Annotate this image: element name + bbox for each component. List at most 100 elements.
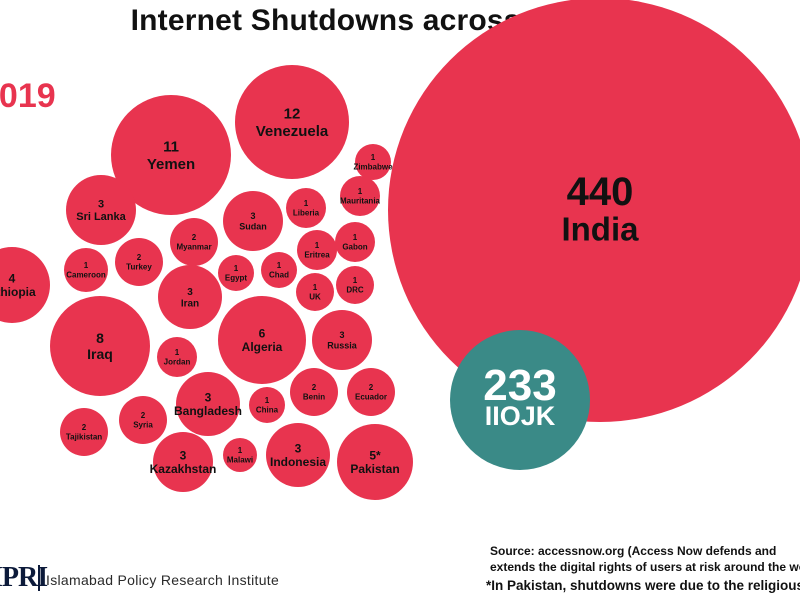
bubble-value-uk: 1 [313,283,318,292]
bubble-circle-ethiopia [0,247,50,323]
bubble-circle-ecuador [347,368,395,416]
bubble-value-indonesia: 3 [295,441,302,455]
bubble-label-myanmar: Myanmar [176,242,211,251]
bubble-circle-drc [336,266,374,304]
bubble-circle-kazakhstan [153,432,213,492]
bubble-circle-mauritania [340,176,380,216]
bubble-label-cameroon: Cameroon [66,270,106,279]
bubble-circle-benin [290,368,338,416]
bubble-label-liberia: Liberia [293,208,320,217]
bubble-label-chad: Chad [269,270,289,279]
bubble-value-myanmar: 2 [192,233,197,242]
bubble-circle-sudan [223,191,283,251]
bubble-label-venezuela: Venezuela [256,123,329,140]
bubble-value-yemen: 11 [163,139,179,156]
ipri-logo: IPRI [0,562,48,593]
bubble-label-pakistan: Pakistan [350,462,399,476]
bubble-value-turkey: 2 [137,253,142,262]
bubble-circle-egypt [218,255,254,291]
bubble-label-algeria: Algeria [242,340,283,354]
bubble-label-iiojk: IIOJK [485,401,556,431]
bubble-value-sri-lanka: 3 [98,199,104,211]
bubble-value-benin: 2 [312,383,317,392]
source-line-1: Source: accessnow.org (Access Now defend… [490,544,777,558]
bubble-label-china: China [256,405,279,414]
bubble-value-ethiopia: 4 [9,271,16,285]
bubble-value-venezuela: 12 [284,106,301,123]
bubble-label-gabon: Gabon [342,242,367,251]
bubble-label-jordan: Jordan [164,357,191,366]
year-label: 2019 [0,77,56,115]
bubble-circle-chad [261,252,297,288]
source-line-2: extends the digital rights of users at r… [490,560,800,574]
bubble-circle-yemen [111,95,231,215]
bubble-circle-sri-lanka [66,175,136,245]
bubble-circle-china [249,387,285,423]
bubble-circle-gabon [335,222,375,262]
bubble-circle-turkey [115,238,163,286]
bubble-circle-iiojk [450,330,590,470]
bubble-circle-algeria [218,296,306,384]
bubble-circle-myanmar [170,218,218,266]
bubble-label-malawi: Malawi [227,455,253,464]
bubble-circle-india [388,0,800,422]
bubble-pakistan: 5*Pakistan [337,424,413,500]
bubble-circle-zimbabwe [355,144,391,180]
bubble-value-china: 1 [265,396,270,405]
bubble-circle-bangladesh [176,372,240,436]
bubble-label-drc: DRC [346,285,364,294]
bubble-value-gabon: 1 [353,233,358,242]
bubble-label-india: India [561,211,639,248]
bubble-circle-indonesia [266,423,330,487]
bubble-ethiopia: 4Ethiopia [0,247,50,323]
bubble-circle-pakistan [337,424,413,500]
bubble-label-indonesia: Indonesia [270,455,326,469]
bubble-label-mauritania: Mauritania [340,196,381,205]
bubble-label-ethiopia: Ethiopia [0,285,36,299]
bubble-value-ecuador: 2 [369,383,374,392]
bubble-circle-eritrea [297,230,337,270]
bubble-value-egypt: 1 [234,264,239,273]
bubble-value-chad: 1 [277,261,282,270]
bubble-uk: 1UK [296,273,334,311]
bubble-label-kazakhstan: Kazakhstan [150,462,217,476]
bubble-value-algeria: 6 [259,326,266,340]
bubble-label-iraq: Iraq [87,346,113,362]
bubble-label-bangladesh: Bangladesh [174,404,242,418]
bubble-circle-uk [296,273,334,311]
bubble-value-iran: 3 [187,287,193,298]
organization-name: Islamabad Policy Research Institute [46,572,280,588]
logo-divider [38,565,40,591]
bubble-value-eritrea: 1 [315,241,320,250]
bubble-label-syria: Syria [133,420,153,429]
bubble-value-sudan: 3 [250,211,255,221]
bubble-label-zimbabwe: Zimbabwe [353,162,393,171]
bubble-label-iran: Iran [181,298,199,309]
bubble-value-tajikistan: 2 [82,423,87,432]
